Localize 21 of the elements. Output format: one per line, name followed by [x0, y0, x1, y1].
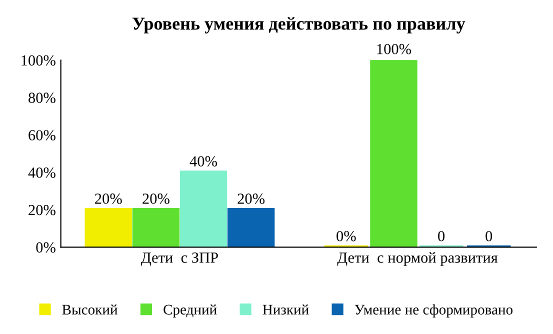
legend-label: Низкий: [262, 304, 309, 315]
chart-title: Уровень умения действовать по правилу: [132, 17, 466, 34]
data-label: 0: [486, 230, 492, 242]
y-tick-label: 0%: [36, 242, 56, 253]
x-tick-label: Дети с ЗПР: [140, 252, 218, 266]
data-label: 20%: [142, 194, 170, 204]
y-tick-label: 100%: [22, 55, 56, 66]
y-tick-label: 40%: [28, 167, 56, 178]
legend-label: Умение не сформировано: [354, 304, 513, 318]
data-label: 100%: [377, 44, 412, 54]
legend-label: Высокий: [62, 304, 118, 315]
data-label: 40%: [190, 156, 217, 167]
data-label: 0%: [336, 230, 356, 242]
data-label: 20%: [95, 194, 122, 204]
data-label: 20%: [238, 194, 265, 204]
y-tick-label: 20%: [28, 204, 56, 216]
y-tick-label: 60%: [28, 130, 56, 140]
data-label: 0: [438, 230, 445, 242]
x-tick-label: Дети с нормой развития: [337, 252, 498, 266]
legend-label: Средний: [164, 304, 217, 318]
y-tick-label: 80%: [28, 92, 56, 104]
